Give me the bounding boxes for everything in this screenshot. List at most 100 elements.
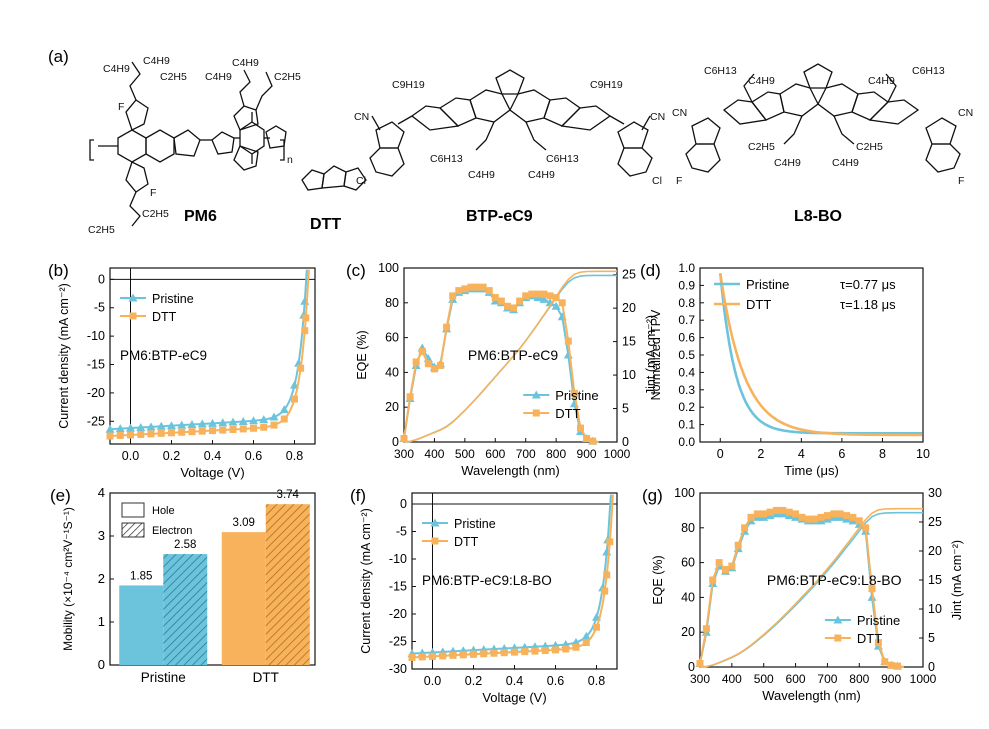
y-tick-label: -25 [389, 635, 407, 649]
eqe-point-dtt [485, 287, 493, 295]
eqe-point-dtt [728, 562, 736, 570]
jv-point-dtt [572, 643, 580, 651]
jv-point-dtt [470, 650, 477, 658]
x-tick-label: 800 [546, 447, 566, 461]
y-tick-label: 2 [98, 571, 105, 586]
jv-point-dtt [291, 395, 298, 403]
tau-annotation: τ=1.18 μs [840, 297, 896, 312]
eqe-point-dtt [510, 304, 518, 312]
plot-frame [699, 267, 924, 443]
eqe-point-dtt [709, 576, 717, 584]
legend-label-pristine: Pristine [746, 277, 789, 292]
btp-cl-1: Cl [356, 175, 366, 187]
jv-point-dtt [137, 430, 145, 438]
eqe-point-dtt [564, 337, 572, 345]
y-axis-label: EQE (%) [651, 555, 665, 604]
legend-label-dtt: DTT [454, 535, 479, 549]
jv-point-dtt [521, 648, 529, 656]
y-tick-label: 0.6 [678, 331, 695, 345]
x-tick-label: 500 [754, 672, 774, 686]
y-tick-label: 0 [400, 497, 407, 511]
y-tick-label: 0 [98, 272, 105, 286]
bar-value-label: 2.58 [174, 539, 196, 551]
y-tick-label: -20 [389, 607, 407, 621]
eqe-point-dtt [418, 348, 426, 356]
legend-label-electron: Electron [152, 525, 192, 537]
l8bo-chain-6: C4H9 [774, 157, 801, 169]
eqe-point-dtt [491, 294, 499, 302]
jint-curve-pristine [699, 511, 923, 668]
y2-tick-label: 10 [622, 368, 636, 382]
jv-point-dtt [500, 649, 508, 657]
x-tick-label: 0.6 [547, 674, 564, 688]
panel-label: (f) [350, 486, 366, 505]
legend-label-pristine: Pristine [454, 517, 496, 531]
jv-point-dtt [147, 430, 155, 438]
eqe-point-dtt [804, 515, 812, 523]
eqe-point-dtt [753, 510, 761, 518]
y2-tick-label: 10 [928, 602, 942, 616]
jv-point-pristine [187, 420, 197, 429]
dtt-name: DTT [310, 216, 341, 233]
y-tick-label: -5 [94, 301, 105, 315]
eqe-point-dtt [516, 297, 524, 305]
jint-curve-dtt [699, 507, 923, 668]
y-tick-label: -15 [389, 580, 407, 594]
jv-point-pristine [197, 419, 207, 428]
btp-chain-3: C6H13 [430, 153, 463, 165]
eqe-point-dtt [766, 508, 774, 516]
eqe-point-dtt [836, 510, 844, 518]
panel-g-eqe-chart: (g)300 400 500 600 700 800 900 1000020406080100… [642, 486, 964, 703]
y2-tick-label: 0 [928, 660, 935, 674]
y-tick-label: 100 [674, 486, 695, 500]
eqe-point-dtt [760, 510, 768, 518]
jv-point-pristine [115, 424, 125, 433]
l8bo-cn-2: CN [958, 107, 973, 119]
pm6-labels: C4H9 C4H9 C2H5 C4H9 C4H9 C2H5 C2H5 C2H5 … [88, 55, 301, 236]
pm6-chain-3: C2H5 [160, 71, 187, 83]
y2-tick-label: 5 [928, 631, 935, 645]
panel-b-jv-chart: (b) 0.0 0.2 0.4 0.6 0.8 0 -5 -10 -15 -20 -25 Voltage… [48, 261, 316, 480]
y-tick-label: 20 [385, 400, 399, 414]
jv-point-dtt [302, 314, 310, 322]
jv-point-pristine [259, 415, 269, 424]
l8bo-name: L8-BO [794, 208, 842, 225]
y-tick-label: -10 [389, 552, 407, 566]
jv-point-dtt [209, 427, 216, 435]
l8bo-labels: C6H13 C4H9 C6H13 C4H9 C2H5 C4H9 C2H5 C4H… [672, 65, 973, 187]
chart-annotation: PM6:BTP-eC9 [468, 347, 558, 363]
l8bo-chain-8: C4H9 [832, 157, 859, 169]
l8bo-chain-5: C2H5 [748, 141, 775, 153]
jv-point-pristine [126, 423, 135, 432]
eqe-point-dtt [570, 389, 578, 397]
y-tick-label: 40 [681, 590, 695, 604]
jv-point-pristine [581, 631, 591, 640]
panel-label: (g) [642, 486, 663, 505]
eqe-point-pristine [551, 301, 561, 310]
pm6-chain-6: C2H5 [274, 71, 301, 83]
jv-point-dtt [260, 423, 268, 431]
eqe-point-dtt [843, 512, 851, 520]
y2-tick-label: 20 [622, 301, 636, 315]
x-tick-label: 600 [485, 447, 505, 461]
btp-chain-1: C9H19 [392, 79, 425, 91]
eqe-point-dtt [772, 506, 780, 514]
eqe-point-dtt [881, 658, 889, 666]
jv-point-pristine [146, 422, 156, 431]
jv-point-dtt [127, 431, 134, 439]
eqe-point-dtt [589, 437, 597, 445]
x-tick-label: 900 [577, 447, 597, 461]
jv-point-dtt [408, 653, 416, 661]
jv-point-dtt [106, 432, 114, 440]
btp-structure [369, 69, 653, 177]
btp-labels: C9H19 C9H19 C6H13 C4H9 C6H13 C4H9 CN CN … [354, 79, 665, 187]
y-tick-label: 4 [98, 485, 105, 500]
jv-point-dtt [480, 650, 488, 658]
x-tick-label: 8 [879, 447, 886, 461]
eqe-point-dtt [449, 292, 457, 300]
eqe-point-dtt [467, 283, 475, 291]
panel-label: (b) [48, 261, 69, 280]
x-tick-label: 500 [455, 447, 475, 461]
y-tick-label: 100 [378, 261, 399, 275]
